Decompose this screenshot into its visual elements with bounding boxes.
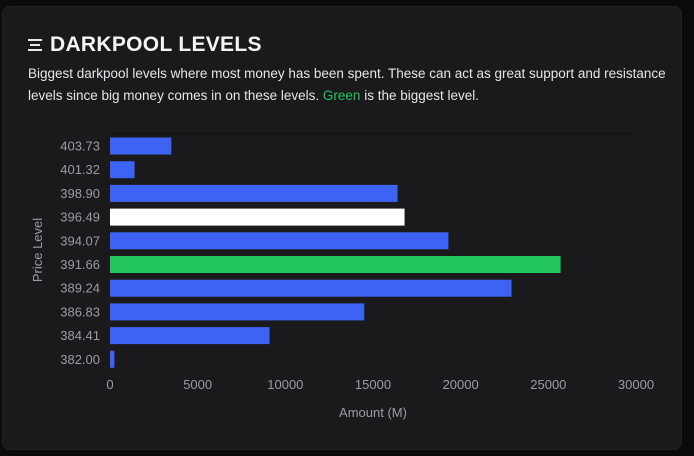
description-text: Biggest darkpool levels where most money… bbox=[28, 66, 666, 103]
card-header: DARKPOOL LEVELS bbox=[28, 33, 262, 57]
x-tick-label: 5000 bbox=[183, 377, 212, 392]
y-tick-label: 382.00 bbox=[60, 352, 100, 367]
y-tick-label: 391.66 bbox=[60, 257, 100, 272]
card-title: DARKPOOL LEVELS bbox=[50, 33, 262, 56]
x-tick-label: 20000 bbox=[443, 377, 479, 392]
x-tick-label: 10000 bbox=[267, 377, 303, 392]
bar-391.66[interactable] bbox=[110, 256, 561, 273]
bar-389.24[interactable] bbox=[110, 279, 512, 297]
bar-382.00[interactable] bbox=[110, 350, 115, 368]
bar-394.07[interactable] bbox=[110, 232, 449, 250]
y-tick-label: 386.83 bbox=[60, 304, 100, 319]
bar-401.32[interactable] bbox=[110, 161, 135, 179]
menu-lines-icon bbox=[28, 39, 42, 51]
x-tick-label: 25000 bbox=[530, 377, 566, 392]
card-description: Biggest darkpool levels where most money… bbox=[28, 63, 668, 107]
y-tick-label: 396.49 bbox=[60, 210, 100, 225]
y-tick-label: 398.90 bbox=[60, 186, 100, 201]
x-axis-label: Amount (M) bbox=[339, 405, 407, 420]
y-axis-label: Price Level bbox=[30, 218, 45, 282]
x-tick-label: 0 bbox=[106, 377, 113, 392]
bar-403.73[interactable] bbox=[110, 137, 172, 155]
darkpool-card: DARKPOOL LEVELS Biggest darkpool levels … bbox=[2, 6, 682, 450]
x-tick-label: 15000 bbox=[355, 377, 391, 392]
bar-396.49[interactable] bbox=[110, 208, 405, 226]
y-tick-label: 384.41 bbox=[60, 328, 100, 343]
y-tick-label: 394.07 bbox=[60, 233, 100, 248]
description-highlight: Green bbox=[322, 88, 361, 103]
bar-398.90[interactable] bbox=[110, 184, 398, 202]
y-tick-label: 403.73 bbox=[60, 139, 100, 154]
y-tick-label: 401.32 bbox=[60, 162, 100, 177]
description-text-end: is the biggest level. bbox=[360, 88, 480, 103]
y-tick-label: 389.24 bbox=[60, 281, 100, 296]
bar-384.41[interactable] bbox=[110, 327, 270, 345]
bar-386.83[interactable] bbox=[110, 303, 365, 321]
x-tick-label: 30000 bbox=[618, 377, 654, 392]
